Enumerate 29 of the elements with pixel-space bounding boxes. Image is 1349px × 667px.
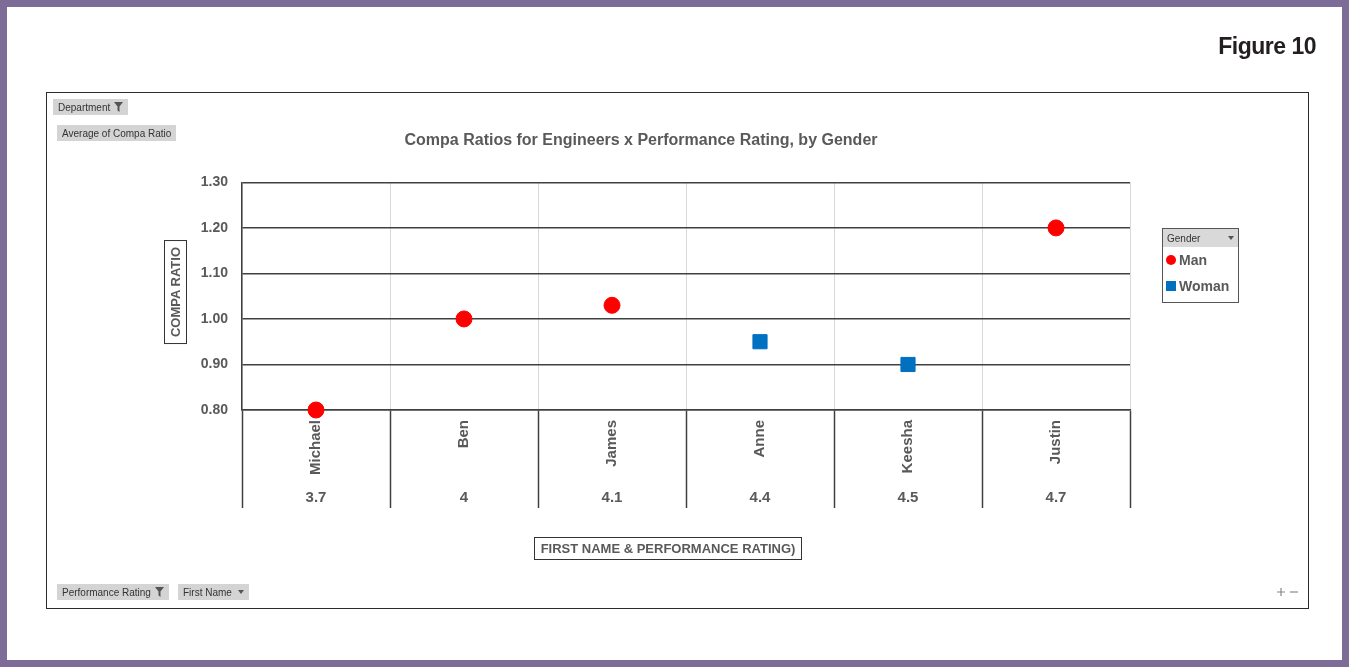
x-tick-label: Anne (750, 420, 768, 458)
text: FIRST NAME & PERFORMANCE RATING) (533, 537, 803, 560)
text: 4.1 (601, 488, 623, 506)
legend-label: Man (1179, 252, 1207, 268)
text: 3.7 (305, 488, 327, 506)
x-tick-label: Ben (454, 420, 472, 449)
y-tick-label: 1.10 (200, 264, 229, 281)
field-button: Average of Compa Ratio (57, 125, 177, 141)
y-tick-label: 1.00 (200, 309, 229, 326)
field-button: Department (53, 99, 129, 115)
field-button: First Name (178, 584, 249, 600)
x-tick-label: Justin (1046, 420, 1064, 465)
caption: Figure 10 (1218, 33, 1316, 60)
y-tick-label: 1.30 (200, 173, 229, 190)
x-tick-label: Michael (306, 420, 324, 476)
x-tick-label: James (602, 420, 620, 467)
field-button: Performance Rating (57, 584, 169, 600)
y-tick-label: 0.90 (200, 355, 229, 372)
legend-title: Gender (1167, 232, 1201, 244)
y-axis-title: COMPA RATIO (164, 239, 187, 345)
chart-title: Compa Ratios for Engineers x Performance Rating, by Gender (403, 131, 879, 149)
y-tick-label: 0.80 (200, 400, 229, 417)
text: 4 (459, 488, 469, 506)
y-tick-label: 1.20 (200, 218, 229, 235)
text: 4.7 (1045, 488, 1067, 506)
x-tick-label: Keesha (898, 419, 916, 474)
text: 4.4 (749, 488, 772, 506)
legend-label: Woman (1179, 278, 1230, 294)
text: 4.5 (897, 488, 919, 506)
